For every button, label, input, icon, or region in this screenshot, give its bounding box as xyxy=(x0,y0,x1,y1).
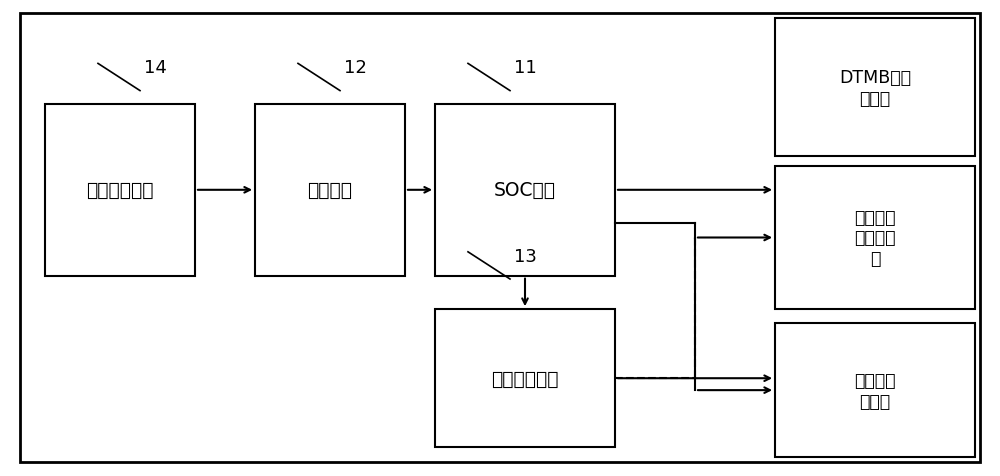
Text: SOC模块: SOC模块 xyxy=(494,181,556,200)
Text: 13: 13 xyxy=(514,247,537,265)
Text: 音频切换单元: 音频切换单元 xyxy=(491,369,559,388)
Bar xyxy=(775,167,975,309)
Bar xyxy=(255,105,405,276)
Text: 信号检测单元: 信号检测单元 xyxy=(86,181,154,200)
Bar xyxy=(775,324,975,457)
Text: 14: 14 xyxy=(144,59,167,77)
Bar xyxy=(435,309,615,447)
Bar xyxy=(775,19,975,157)
Text: 调频发射
机端口: 调频发射 机端口 xyxy=(854,371,896,410)
Bar xyxy=(435,105,615,276)
Text: DTMB激励
器端口: DTMB激励 器端口 xyxy=(839,69,911,108)
Text: 中波调幅
发射机端
口: 中波调幅 发射机端 口 xyxy=(854,208,896,268)
Text: 解码单元: 解码单元 xyxy=(308,181,352,200)
Bar xyxy=(45,105,195,276)
Text: 11: 11 xyxy=(514,59,537,77)
Text: 12: 12 xyxy=(344,59,367,77)
